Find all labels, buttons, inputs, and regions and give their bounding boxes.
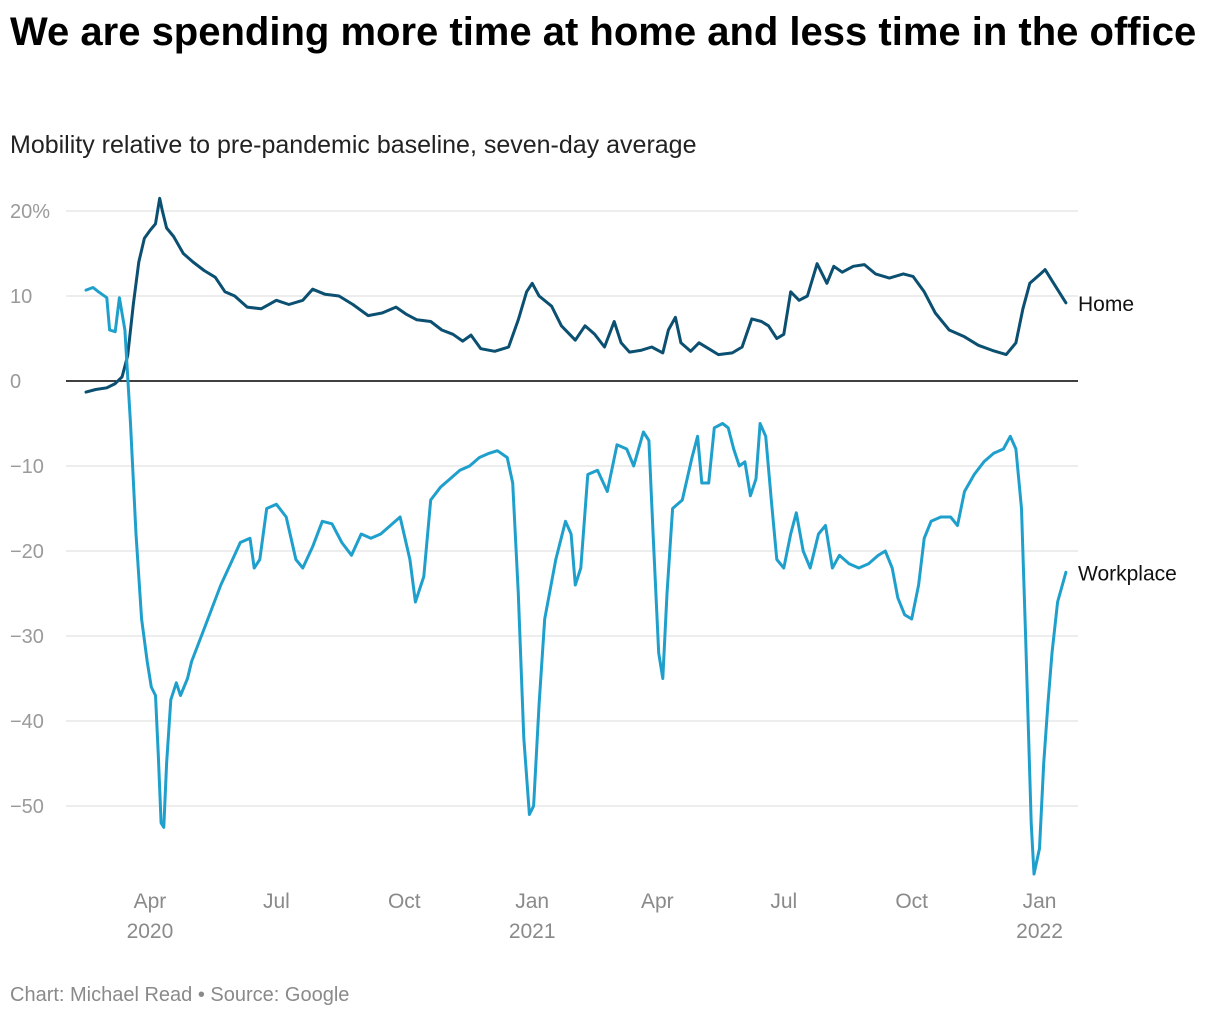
series-line-home xyxy=(84,196,1068,394)
x-tick-label: Apr xyxy=(641,890,674,913)
y-tick-label: −40 xyxy=(10,711,44,733)
line-chart: 20% 10 0 −10 −20 −30 −40 −50 Apr 2020 Jul Oct Jan 20… xyxy=(10,196,1177,943)
y-tick-label: −10 xyxy=(10,456,44,478)
y-tick-label: −30 xyxy=(10,626,44,648)
gridlines xyxy=(66,210,1078,807)
x-tick-label: Jul xyxy=(263,890,290,913)
series-label-workplace: Workplace xyxy=(1078,562,1177,585)
x-tick-label: Jul xyxy=(770,890,797,913)
x-axis-ticks: Apr 2020 Jul Oct Jan 2021 Apr Jul Oct Jan 2022 xyxy=(127,890,1063,943)
x-tick-year-label: 2020 xyxy=(127,920,174,943)
x-tick-label: Apr xyxy=(134,890,167,913)
x-tick-year-label: 2021 xyxy=(509,920,556,943)
x-tick-label: Oct xyxy=(388,890,421,913)
series-line-workplace xyxy=(84,286,1068,876)
chart-subtitle: Mobility relative to pre-pandemic baseli… xyxy=(10,131,697,159)
chart-footer: Chart: Michael Read • Source: Google xyxy=(10,984,350,1006)
y-tick-label: −20 xyxy=(10,541,44,563)
x-tick-label: Jan xyxy=(1023,890,1057,913)
y-axis-ticks: 20% 10 0 −10 −20 −30 −40 −50 xyxy=(10,201,50,818)
x-tick-year-label: 2022 xyxy=(1016,920,1063,943)
y-tick-label: 20% xyxy=(10,201,50,223)
y-tick-label: −50 xyxy=(10,796,44,818)
x-tick-label: Oct xyxy=(895,890,928,913)
chart-title: We are spending more time at home and le… xyxy=(10,10,1197,54)
series-label-home: Home xyxy=(1078,293,1134,316)
y-tick-label: 0 xyxy=(10,371,21,393)
series-labels: Home Workplace xyxy=(1078,293,1177,585)
series-lines xyxy=(84,196,1068,876)
x-tick-label: Jan xyxy=(515,890,549,913)
y-tick-label: 10 xyxy=(10,286,32,308)
